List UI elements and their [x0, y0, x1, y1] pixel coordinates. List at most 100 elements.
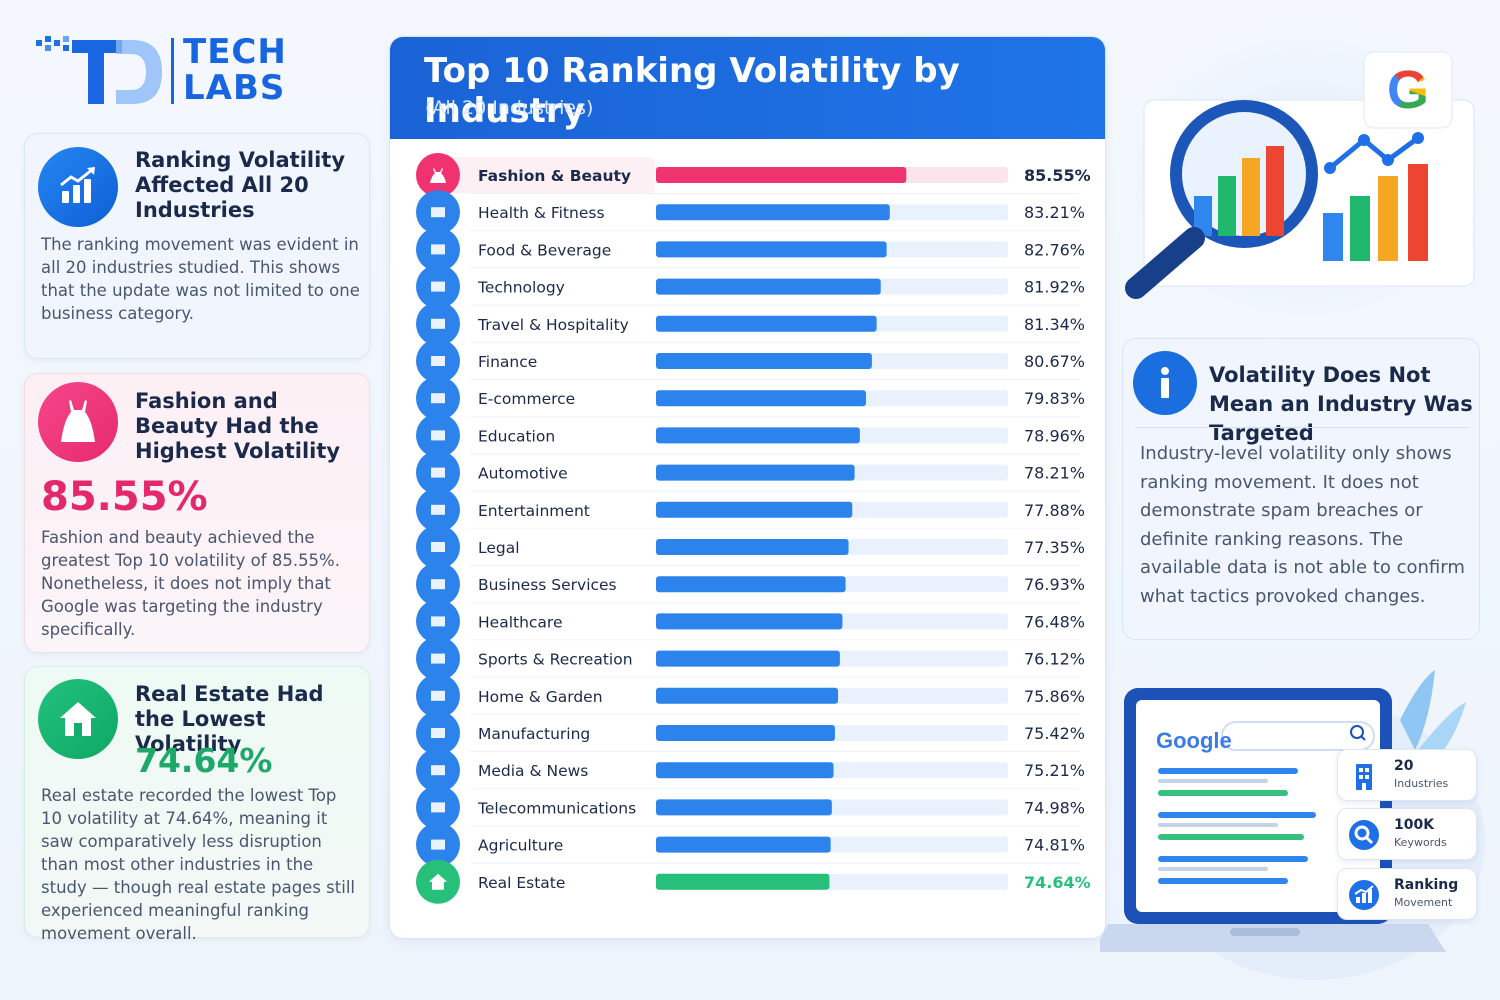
- bar: [656, 167, 907, 183]
- category-label: Food & Beverage: [478, 241, 611, 259]
- bar: [656, 873, 830, 890]
- value-label: 81.92%: [1024, 278, 1085, 297]
- card-body: Fashion and beauty achieved the greatest…: [41, 528, 340, 639]
- brand-name-line1: TECH: [183, 32, 287, 72]
- dress-icon: [38, 382, 118, 462]
- bar: [656, 762, 834, 779]
- chart-subtitle: (All 20 Industries): [425, 97, 594, 119]
- category-label: Finance: [478, 353, 537, 371]
- stat-ranking: Ranking Movement: [1337, 868, 1477, 920]
- value-label: 78.96%: [1024, 426, 1085, 445]
- house-icon-glyph: [429, 873, 447, 890]
- bar: [656, 390, 867, 407]
- category-label: Travel & Hospitality: [477, 316, 629, 334]
- highlight-value: 74.64%: [135, 741, 273, 780]
- category-label: Technology: [477, 279, 565, 297]
- bar: [656, 799, 832, 816]
- value-label: 76.48%: [1024, 612, 1085, 631]
- plant-icon-glyph: [431, 839, 445, 850]
- category-label: Automotive: [478, 465, 568, 483]
- card-title: Fashion and Beauty Had the Highest Volat…: [135, 389, 341, 463]
- value-label: 75.42%: [1024, 724, 1085, 743]
- category-label: Sports & Recreation: [478, 651, 633, 669]
- card-highest: Fashion and Beauty Had the Highest Volat…: [24, 373, 370, 653]
- category-label: Real Estate: [478, 874, 565, 892]
- bar: [656, 315, 877, 332]
- stat-label: Keywords: [1394, 836, 1447, 849]
- leaf-icon-glyph: [431, 690, 445, 701]
- bar: [656, 204, 890, 221]
- value-label: 81.34%: [1024, 315, 1085, 334]
- google-logo: Google: [1156, 728, 1232, 753]
- bar: [656, 241, 887, 258]
- dumbbell-icon-glyph: [431, 207, 445, 218]
- stat-keywords: 100K Keywords: [1337, 808, 1477, 860]
- divider: [1135, 427, 1469, 428]
- value-label: 75.86%: [1024, 687, 1085, 706]
- bar: [656, 501, 853, 518]
- category-label: Fashion & Beauty: [478, 167, 631, 185]
- bar: [656, 427, 860, 444]
- stat-label: Movement: [1394, 896, 1453, 909]
- value-label: 75.21%: [1024, 761, 1085, 780]
- card-lowest: Real Estate Had the Lowest Volatility 74…: [24, 666, 370, 943]
- cart-icon-glyph: [431, 393, 445, 404]
- value-label: 79.83%: [1024, 389, 1085, 408]
- bar: [656, 539, 849, 555]
- medical-cross-icon-glyph: [431, 616, 445, 627]
- category-label: Telecommunications: [477, 799, 636, 817]
- brand-logo: [36, 34, 286, 108]
- value-label: 85.55%: [1024, 166, 1091, 185]
- bar: [656, 278, 881, 295]
- info-icon: [1133, 351, 1197, 415]
- stat-industries: 20 Industries: [1337, 749, 1477, 801]
- value-label: 77.88%: [1024, 501, 1085, 520]
- building-icon: [1356, 764, 1372, 790]
- brand-name: TECH LABS: [183, 34, 287, 106]
- google-g-badge: G: [1380, 62, 1436, 118]
- chip-icon-glyph: [431, 281, 445, 292]
- chart-panel: Top 10 Ranking Volatility by Industry (A…: [389, 36, 1106, 939]
- category-label: Agriculture: [478, 837, 563, 855]
- value-label: 77.35%: [1024, 538, 1085, 557]
- category-label: Manufacturing: [478, 725, 590, 743]
- info-body: Industry-level volatility only shows ran…: [1140, 443, 1465, 607]
- bar: [656, 725, 835, 741]
- value-label: 74.98%: [1024, 798, 1085, 817]
- info-card: Volatility Does Not Mean an Industry Was…: [1122, 338, 1480, 640]
- category-label: Education: [478, 427, 555, 445]
- antenna-icon-glyph: [431, 802, 445, 813]
- category-label: Home & Garden: [478, 688, 603, 706]
- search-icon: [1349, 820, 1379, 850]
- bar: [656, 353, 872, 369]
- bar-chart-trend-icon: [38, 147, 118, 227]
- category-label: E-commerce: [478, 390, 575, 408]
- ball-icon-glyph: [431, 653, 445, 664]
- card-all-industries: Ranking Volatility Affected All 20 Indus…: [24, 133, 370, 359]
- bar: [656, 576, 846, 593]
- chart-icon: [1349, 880, 1379, 910]
- td-logo-icon: [36, 36, 162, 104]
- card-title: Ranking Volatility Affected All 20 Indus…: [135, 148, 346, 222]
- dress-icon-glyph: [430, 168, 446, 183]
- category-label: Health & Fitness: [478, 204, 605, 222]
- airplane-icon-glyph: [431, 318, 445, 329]
- chart-header: Top 10 Ranking Volatility by Industry (A…: [390, 37, 1105, 139]
- value-label: 83.21%: [1024, 203, 1085, 222]
- row-highlight: [430, 157, 655, 193]
- value-label: 76.12%: [1024, 650, 1085, 669]
- value-label: 78.21%: [1024, 464, 1085, 483]
- category-label: Media & News: [478, 762, 588, 780]
- magnifier-chart-icon: [1125, 51, 1475, 299]
- bar: [656, 687, 839, 704]
- value-label: 74.81%: [1024, 836, 1085, 855]
- bar: [656, 464, 855, 481]
- card-body: Real estate recorded the lowest Top 10 v…: [41, 786, 355, 943]
- brand-name-line2: LABS: [183, 68, 286, 108]
- card-body: The ranking movement was evident in all …: [41, 235, 360, 323]
- category-label: Healthcare: [478, 613, 563, 631]
- info-title: Volatility Does Not Mean an Industry Was…: [1209, 363, 1473, 445]
- value-label: 82.76%: [1024, 240, 1085, 259]
- fork-knife-icon-glyph: [431, 244, 445, 255]
- bar: [656, 836, 831, 853]
